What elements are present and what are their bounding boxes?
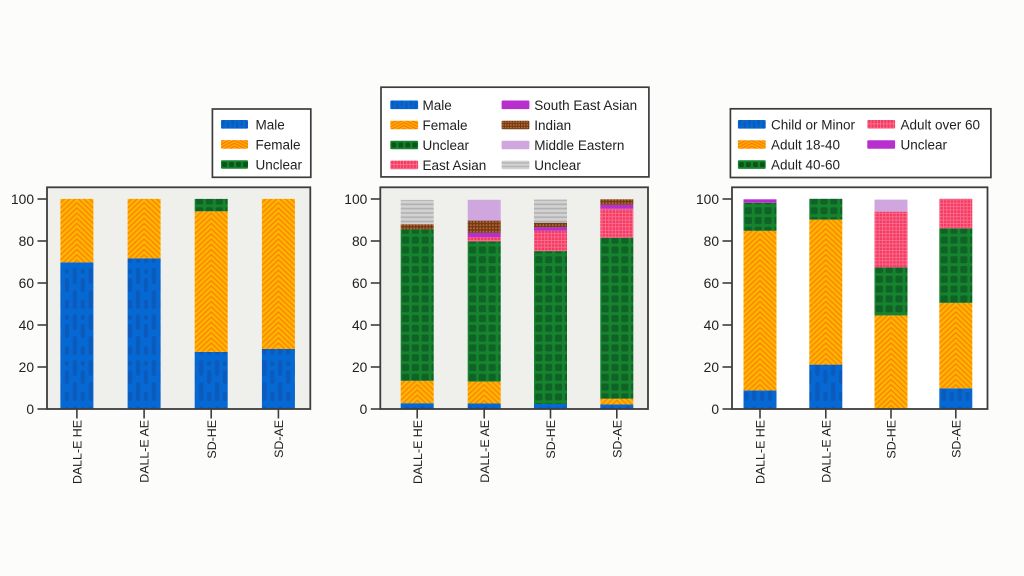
svg-text:40: 40 [704, 318, 720, 333]
svg-text:Adult 40-60: Adult 40-60 [771, 158, 840, 173]
svg-text:DALL-E AE: DALL-E AE [138, 420, 152, 483]
svg-text:Unclear: Unclear [534, 158, 581, 173]
svg-text:East Asian: East Asian [423, 158, 487, 173]
svg-text:40: 40 [352, 318, 368, 333]
svg-text:Indian: Indian [534, 118, 571, 133]
svg-text:South East Asian: South East Asian [534, 98, 637, 113]
svg-text:DALL-E HE: DALL-E HE [71, 420, 85, 484]
svg-text:SD-AE: SD-AE [949, 420, 963, 458]
svg-text:SD-AE: SD-AE [610, 420, 624, 458]
svg-text:Middle Eastern: Middle Eastern [534, 138, 624, 153]
svg-text:60: 60 [704, 276, 720, 291]
svg-text:Adult 18-40: Adult 18-40 [771, 138, 840, 153]
svg-text:Female: Female [423, 118, 468, 133]
svg-text:DALL-E HE: DALL-E HE [411, 420, 425, 484]
svg-text:100: 100 [696, 192, 719, 207]
svg-text:60: 60 [19, 276, 35, 291]
svg-text:20: 20 [352, 360, 368, 375]
svg-text:100: 100 [344, 192, 367, 207]
svg-text:Child or Minor: Child or Minor [771, 117, 856, 132]
svg-text:100: 100 [11, 192, 34, 207]
svg-text:80: 80 [352, 234, 368, 249]
svg-text:40: 40 [19, 318, 35, 333]
svg-text:20: 20 [704, 360, 720, 375]
svg-text:Unclear: Unclear [901, 138, 948, 153]
svg-text:SD-HE: SD-HE [205, 420, 219, 459]
svg-text:80: 80 [704, 234, 720, 249]
svg-text:Male: Male [256, 117, 285, 132]
svg-text:DALL-E HE: DALL-E HE [754, 420, 768, 484]
svg-text:SD-HE: SD-HE [885, 420, 899, 459]
svg-text:Adult over 60: Adult over 60 [901, 117, 981, 132]
svg-text:0: 0 [360, 402, 368, 417]
svg-text:Unclear: Unclear [256, 158, 303, 173]
svg-text:DALL-E AE: DALL-E AE [478, 420, 492, 483]
svg-text:SD-AE: SD-AE [272, 420, 286, 458]
svg-text:0: 0 [711, 402, 719, 417]
svg-text:SD-HE: SD-HE [544, 420, 558, 459]
svg-text:20: 20 [19, 360, 35, 375]
svg-text:Unclear: Unclear [423, 138, 470, 153]
svg-text:Male: Male [423, 98, 452, 113]
svg-text:Female: Female [256, 137, 301, 152]
svg-text:0: 0 [26, 402, 34, 417]
svg-text:80: 80 [19, 234, 35, 249]
svg-text:60: 60 [352, 276, 368, 291]
svg-text:DALL-E AE: DALL-E AE [819, 420, 833, 483]
